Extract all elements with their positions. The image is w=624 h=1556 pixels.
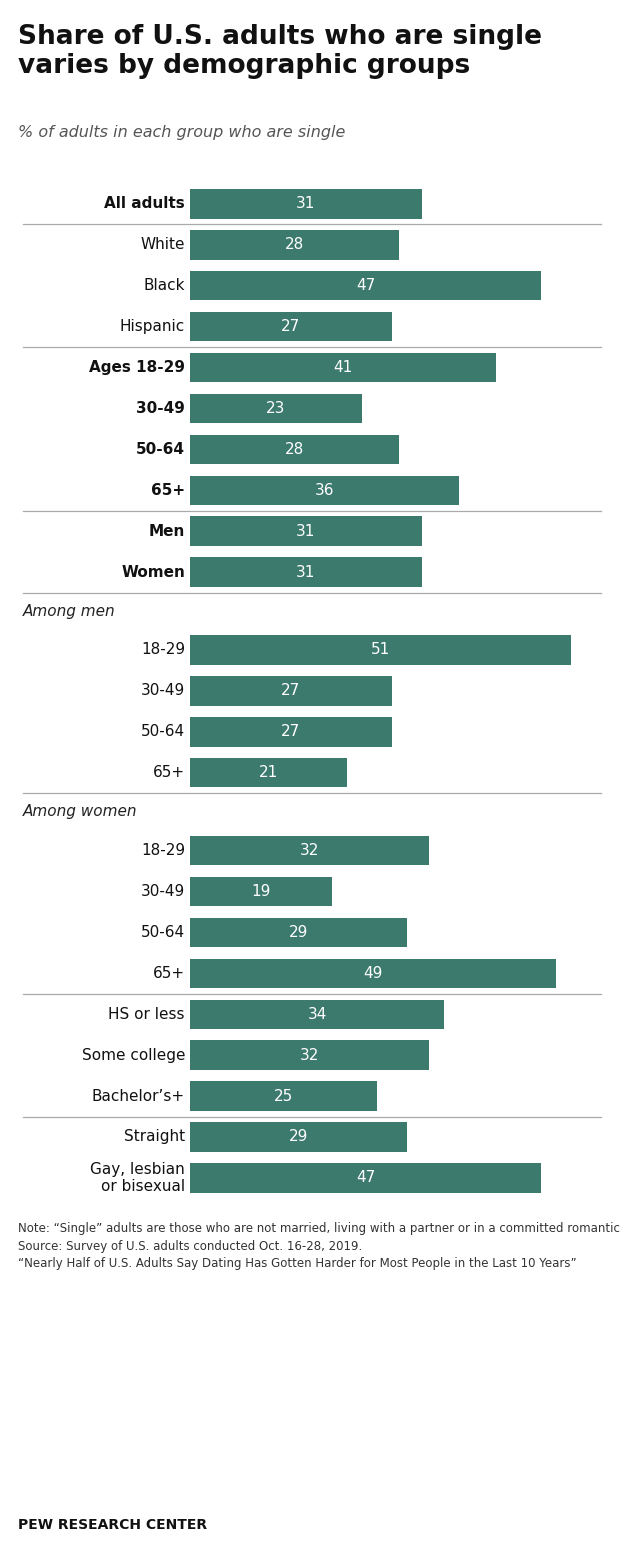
Text: 51: 51 <box>371 643 390 658</box>
Text: 23: 23 <box>266 401 286 415</box>
Text: 25: 25 <box>274 1089 293 1103</box>
Text: 30-49: 30-49 <box>141 683 185 699</box>
Text: 29: 29 <box>289 1130 308 1145</box>
Bar <box>190 353 496 383</box>
Text: 65+: 65+ <box>151 482 185 498</box>
Bar <box>190 271 541 300</box>
Text: Among women: Among women <box>23 804 137 818</box>
Text: Some college: Some college <box>82 1047 185 1063</box>
Bar <box>190 434 399 464</box>
Bar <box>190 1041 429 1071</box>
Text: Men: Men <box>149 524 185 538</box>
Text: 34: 34 <box>308 1007 327 1022</box>
Text: 31: 31 <box>296 196 316 212</box>
Text: Gay, lesbian
or bisexual: Gay, lesbian or bisexual <box>90 1162 185 1193</box>
Text: Share of U.S. adults who are single
varies by demographic groups: Share of U.S. adults who are single vari… <box>18 23 542 79</box>
Bar <box>190 190 422 219</box>
Text: Among men: Among men <box>23 604 115 619</box>
Bar <box>190 958 556 988</box>
Bar <box>190 311 392 341</box>
Text: PEW RESEARCH CENTER: PEW RESEARCH CENTER <box>18 1519 207 1533</box>
Text: 19: 19 <box>251 884 271 899</box>
Text: Women: Women <box>121 565 185 580</box>
Text: 30-49: 30-49 <box>136 401 185 415</box>
Text: Ages 18-29: Ages 18-29 <box>89 359 185 375</box>
Text: 41: 41 <box>334 359 353 375</box>
Text: 27: 27 <box>281 683 301 699</box>
Text: Bachelor’s+: Bachelor’s+ <box>92 1089 185 1103</box>
Text: White: White <box>140 238 185 252</box>
Text: 65+: 65+ <box>153 966 185 980</box>
Text: Black: Black <box>144 279 185 293</box>
Bar <box>190 517 422 546</box>
Bar <box>190 1164 541 1192</box>
Text: 30-49: 30-49 <box>141 884 185 899</box>
Text: Straight: Straight <box>124 1130 185 1145</box>
Text: 31: 31 <box>296 524 316 538</box>
Bar <box>190 1081 377 1111</box>
Bar <box>190 635 571 664</box>
Text: 50-64: 50-64 <box>136 442 185 457</box>
Text: HS or less: HS or less <box>109 1007 185 1022</box>
Text: 36: 36 <box>314 482 334 498</box>
Bar <box>190 999 444 1029</box>
Text: 49: 49 <box>363 966 383 980</box>
Text: 31: 31 <box>296 565 316 580</box>
Text: 28: 28 <box>285 442 305 457</box>
Bar <box>190 758 347 787</box>
Text: 28: 28 <box>285 238 305 252</box>
Text: All adults: All adults <box>104 196 185 212</box>
Text: 50-64: 50-64 <box>141 924 185 940</box>
Text: 65+: 65+ <box>153 766 185 780</box>
Bar <box>190 230 399 260</box>
Bar <box>190 476 459 506</box>
Text: Note: “Single” adults are those who are not married, living with a partner or in: Note: “Single” adults are those who are … <box>18 1221 624 1270</box>
Text: 47: 47 <box>356 1170 375 1186</box>
Text: 29: 29 <box>289 924 308 940</box>
Bar <box>190 394 362 423</box>
Bar <box>190 717 392 747</box>
Text: 50-64: 50-64 <box>141 724 185 739</box>
Text: 18-29: 18-29 <box>141 843 185 857</box>
Text: Hispanic: Hispanic <box>120 319 185 335</box>
Bar <box>190 677 392 705</box>
Text: 32: 32 <box>300 1047 319 1063</box>
Text: 32: 32 <box>300 843 319 857</box>
Text: % of adults in each group who are single: % of adults in each group who are single <box>18 126 345 140</box>
Bar <box>190 876 332 906</box>
Text: 47: 47 <box>356 279 375 293</box>
Text: 27: 27 <box>281 319 301 335</box>
Text: 18-29: 18-29 <box>141 643 185 658</box>
Bar <box>190 557 422 587</box>
Text: 21: 21 <box>259 766 278 780</box>
Text: 27: 27 <box>281 724 301 739</box>
Bar <box>190 1122 407 1151</box>
Bar <box>190 918 407 948</box>
Bar <box>190 836 429 865</box>
